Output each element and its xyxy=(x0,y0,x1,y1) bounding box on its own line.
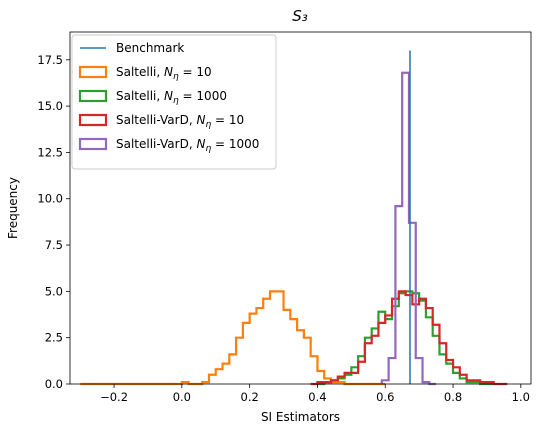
legend-swatch-series-4 xyxy=(78,137,108,151)
x-axis-label: SI Estimators xyxy=(261,410,340,424)
y-tick-label: 10.0 xyxy=(37,192,63,206)
histogram-series-4 xyxy=(380,71,437,386)
legend-swatch-series-1 xyxy=(78,65,108,79)
x-tick-label: 0.4 xyxy=(308,390,326,404)
legend-label-series-4: Saltelli-VarD, Nη = 1000 xyxy=(116,137,259,154)
y-tick-label: 7.5 xyxy=(45,238,63,252)
histogram-series-1 xyxy=(80,290,386,386)
y-axis: 0.0 2.5 5.0 7.5 10.0 12.5 15.0 17.5 xyxy=(37,53,70,391)
chart-title: S₃ xyxy=(292,7,308,25)
y-tick-label: 12.5 xyxy=(37,145,63,159)
legend-label-series-2: Saltelli, Nη = 1000 xyxy=(116,89,227,106)
x-tick-label: 0.6 xyxy=(376,390,394,404)
y-axis-label: Frequency xyxy=(6,177,20,239)
legend-label-series-1: Saltelli, Nη = 10 xyxy=(116,65,212,82)
legend-box xyxy=(71,34,277,170)
x-tick-label: 1.0 xyxy=(512,390,530,404)
legend-label-benchmark: Benchmark xyxy=(116,41,184,55)
y-tick-label: 5.0 xyxy=(45,284,63,298)
x-tick-label: 0.8 xyxy=(444,390,462,404)
histogram-series-2 xyxy=(317,290,494,386)
y-tick-label: 15.0 xyxy=(37,99,63,113)
x-tick-label: 0.0 xyxy=(173,390,191,404)
legend-swatch-series-3 xyxy=(78,113,108,127)
plot-frame xyxy=(69,31,532,385)
y-tick-label: 2.5 xyxy=(45,331,63,345)
y-tick-label: 0.0 xyxy=(45,377,63,391)
x-tick-label: −0.2 xyxy=(100,390,128,404)
x-axis: −0.2 0.0 0.2 0.4 0.6 0.8 1.0 xyxy=(100,384,530,404)
legend: Benchmark Saltelli, Nη = 10 Saltelli, Nη =… xyxy=(71,34,277,170)
histogram-series-3 xyxy=(310,290,508,386)
y-tick-label: 17.5 xyxy=(37,53,63,67)
x-tick-label: 0.2 xyxy=(241,390,259,404)
legend-swatch-series-2 xyxy=(78,89,108,103)
legend-label-series-3: Saltelli-VarD, Nη = 10 xyxy=(116,113,244,130)
